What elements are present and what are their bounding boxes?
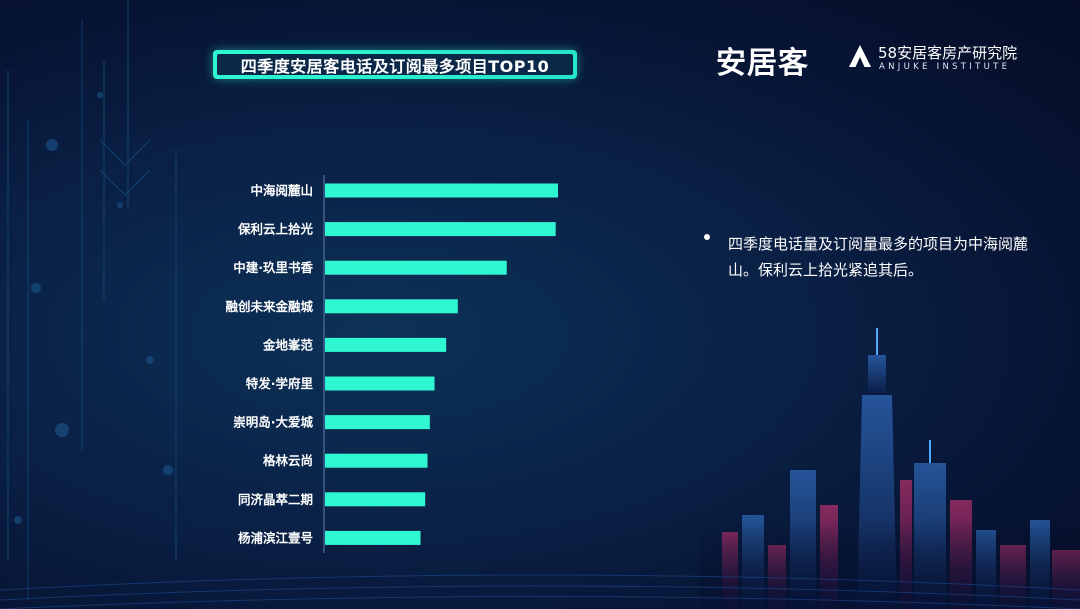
- anjuke-logo: 安居客: [716, 46, 809, 81]
- bar: [325, 376, 435, 391]
- institute-english-name: ANJUKE INSTITUTE: [879, 62, 1011, 72]
- bar: [325, 260, 507, 275]
- bar: [325, 415, 430, 430]
- note-text: 四季度电话量及订阅量最多的项目为中海阅麓山。保利云上拾光紧追其后。: [728, 235, 1029, 279]
- institute-logo: 58安居客房产研究院 ANJUKE INSTITUTE: [848, 42, 1048, 76]
- category-label: 杨浦滨江壹号: [238, 530, 313, 545]
- bar: [325, 299, 458, 314]
- category-label: 中海阅麓山: [250, 183, 313, 198]
- category-label: 保利云上拾光: [237, 222, 314, 237]
- bar: [325, 183, 558, 198]
- category-label: 融创未来金融城: [225, 299, 313, 314]
- bar: [325, 222, 556, 237]
- category-label: 崇明岛·大爱城: [233, 415, 313, 430]
- bar: [325, 530, 421, 545]
- bar: [325, 453, 428, 468]
- bullet-icon: [704, 234, 710, 240]
- category-label: 同济晶萃二期: [238, 492, 313, 507]
- bar: [325, 337, 447, 352]
- category-label: 格林云尚: [263, 453, 313, 468]
- category-label: 特发·学府里: [246, 376, 314, 391]
- bar: [325, 492, 426, 507]
- institute-mark-icon: [849, 45, 871, 67]
- category-label: 中建·玖里书香: [233, 260, 313, 275]
- page-title: 四季度安居客电话及订阅最多项目TOP10: [240, 56, 550, 76]
- bar-chart: 中海阅麓山保利云上拾光中建·玖里书香融创未来金融城金地峯范特发·学府里崇明岛·大…: [225, 175, 558, 553]
- category-label: 金地峯范: [262, 337, 314, 352]
- title-frame: 四季度安居客电话及订阅最多项目TOP10: [213, 50, 577, 79]
- institute-name: 58安居客房产研究院: [878, 44, 1018, 62]
